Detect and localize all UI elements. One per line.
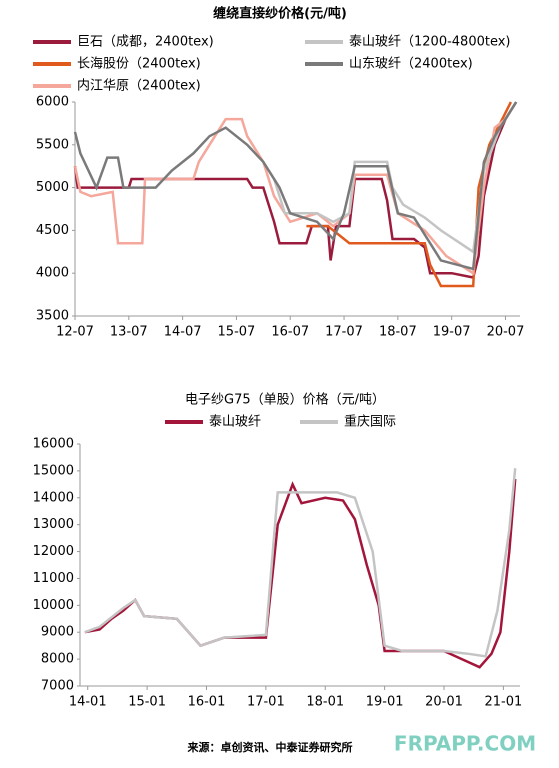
- chart-title: 电子纱G75（单股）价格（元/吨）: [185, 392, 385, 408]
- x-tick-label: 21-01: [484, 695, 522, 710]
- x-tick-label: 19-01: [366, 695, 404, 710]
- x-tick-label: 17-01: [247, 695, 285, 710]
- y-tick-label: 13000: [33, 517, 74, 532]
- y-tick-label: 10000: [33, 598, 74, 613]
- x-tick-label: 20-07: [487, 325, 525, 340]
- x-tick-label: 18-07: [379, 325, 417, 340]
- x-tick-label: 15-07: [218, 325, 256, 340]
- series-line: [73, 101, 518, 276]
- y-tick-label: 8000: [41, 652, 74, 667]
- legend-label: 泰山玻纤: [209, 415, 261, 430]
- x-tick-label: 20-01: [425, 695, 463, 710]
- y-tick-label: 16000: [33, 437, 74, 452]
- x-tick-label: 16-07: [271, 325, 309, 340]
- y-tick-label: 11000: [33, 571, 74, 586]
- y-tick-label: 3500: [36, 309, 69, 324]
- series-line: [84, 468, 517, 658]
- y-tick-label: 15000: [33, 463, 74, 478]
- x-tick-label: 14-01: [69, 695, 107, 710]
- y-tick-label: 6000: [36, 95, 69, 110]
- x-tick-label: 19-07: [433, 325, 471, 340]
- x-tick-label: 18-01: [306, 695, 344, 710]
- y-tick-label: 5000: [36, 180, 69, 195]
- series-line: [73, 101, 518, 271]
- y-tick-label: 4500: [36, 223, 69, 238]
- legend-label: 山东玻纤（2400tex): [349, 57, 473, 72]
- legend-label: 长海股份（2400tex): [77, 57, 201, 72]
- legend-label: 泰山玻纤（1200-4800tex): [349, 35, 511, 50]
- source: 来源：卓创资讯、中泰证券研究所: [187, 740, 353, 754]
- y-tick-label: 14000: [33, 490, 74, 505]
- y-tick-label: 5500: [36, 137, 69, 152]
- y-tick-label: 7000: [41, 679, 74, 694]
- y-tick-label: 9000: [41, 625, 74, 640]
- legend-label: 重庆国际: [344, 414, 396, 430]
- x-tick-label: 17-07: [325, 325, 363, 340]
- y-tick-label: 12000: [33, 544, 74, 559]
- x-tick-label: 13-07: [110, 325, 148, 340]
- x-tick-label: 16-01: [188, 695, 226, 710]
- x-tick-label: 14-07: [164, 325, 202, 340]
- series-line: [84, 478, 517, 669]
- legend-label: 巨石（成都，2400tex): [77, 35, 214, 50]
- x-tick-label: 15-01: [128, 695, 166, 710]
- chart-title: 缠绕直接纱价格(元/吨): [213, 6, 347, 22]
- y-tick-label: 4000: [36, 266, 69, 281]
- watermark: FRPAPP.COM: [394, 732, 536, 756]
- x-tick-label: 12-07: [56, 325, 94, 340]
- series-line: [73, 101, 518, 279]
- legend-label: 内江华原（2400tex): [77, 78, 201, 94]
